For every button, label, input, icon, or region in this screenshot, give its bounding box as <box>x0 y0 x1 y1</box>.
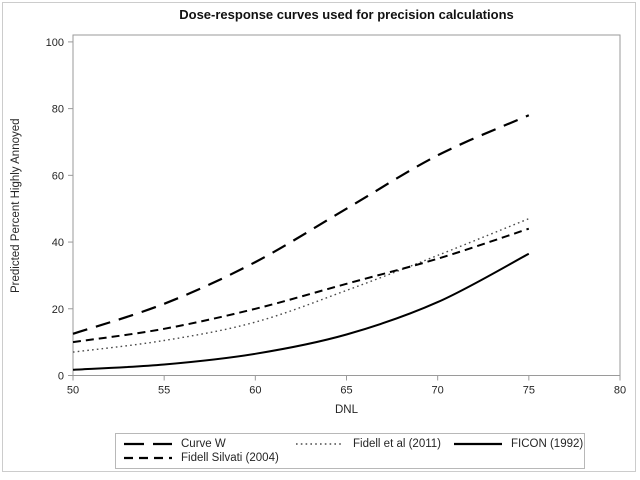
legend: Curve W Fidell et al (2011) FICON (1992)… <box>115 433 585 469</box>
legend-item-ficon-1992: FICON (1992) <box>454 438 583 450</box>
y-tick-label: 40 <box>52 237 64 249</box>
x-tick-label: 50 <box>67 385 79 397</box>
y-tick-label: 100 <box>46 37 64 49</box>
legend-label: FICON (1992) <box>511 437 584 450</box>
legend-label: Fidell Silvati (2004) <box>181 452 279 465</box>
x-axis-label: DNL <box>334 404 358 416</box>
series-solid-curve <box>72 252 530 371</box>
solid-line-sample-icon <box>454 442 502 445</box>
series-medium-dash-curve <box>72 227 530 344</box>
x-tick-label: 60 <box>249 385 261 397</box>
legend-item-curve-w: Curve W <box>124 438 296 450</box>
legend-label: Curve W <box>181 437 226 450</box>
y-tick-label: 80 <box>52 104 64 116</box>
legend-label: Fidell et al (2011) <box>353 437 441 450</box>
chart-title: Dose-response curves used for precision … <box>179 7 514 22</box>
legend-item-fidell-2011: Fidell et al (2011) <box>296 438 454 450</box>
x-tick-label: 75 <box>523 385 535 397</box>
y-tick-label: 0 <box>58 371 64 383</box>
plot-frame <box>72 34 621 376</box>
x-tick-label: 80 <box>614 385 626 397</box>
medium-dash-line-sample-icon <box>124 457 172 460</box>
dotted-line-sample-icon <box>296 442 344 445</box>
series-dotted-curve <box>72 218 530 353</box>
long-dash-line-sample-icon <box>124 442 172 445</box>
x-tick-label: 65 <box>340 385 352 397</box>
series-long-dash-curve <box>72 114 530 335</box>
x-tick-label: 55 <box>158 385 170 397</box>
y-tick-label: 20 <box>52 304 64 316</box>
legend-item-fidell-silvati-2004: Fidell Silvati (2004) <box>124 452 296 464</box>
y-tick-label: 60 <box>52 170 64 182</box>
x-tick-label: 70 <box>432 385 444 397</box>
